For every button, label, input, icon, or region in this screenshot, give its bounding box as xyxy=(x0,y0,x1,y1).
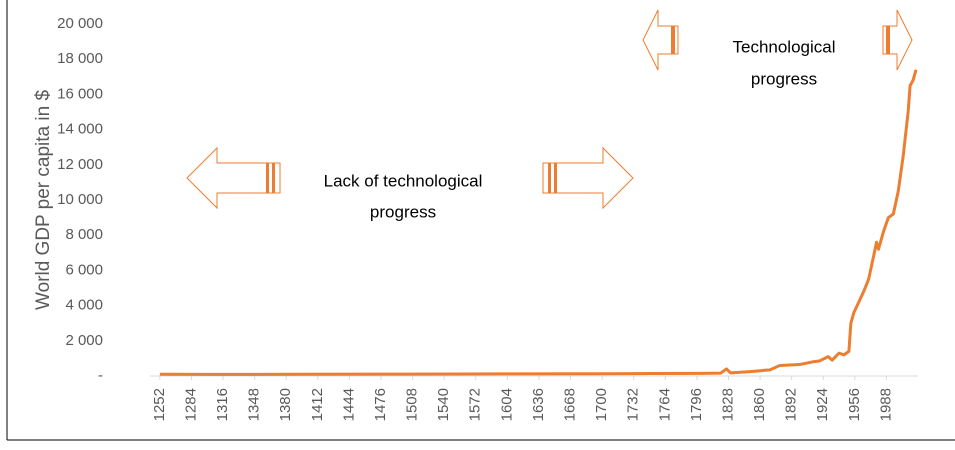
x-tick-label: 1796 xyxy=(688,388,705,421)
x-tick-label: 1956 xyxy=(846,388,863,421)
y-tick-label: 16 000 xyxy=(57,85,103,102)
x-tick-label: 1476 xyxy=(372,388,389,421)
y-tick-label: 10 000 xyxy=(57,191,103,208)
y-tick-label: 8 000 xyxy=(65,226,103,243)
x-tick-label: 1700 xyxy=(593,388,610,421)
x-tick-label: 1988 xyxy=(877,388,894,421)
y-tick-label: 4 000 xyxy=(65,297,103,314)
y-tick-label: 20 000 xyxy=(57,15,103,32)
annotation: Lack of technological xyxy=(324,171,483,190)
data-line xyxy=(159,69,918,376)
y-tick-label: 12 000 xyxy=(57,156,103,173)
x-tick-label: 1572 xyxy=(467,388,484,421)
arrow-left xyxy=(186,146,281,210)
x-tick-label: 1252 xyxy=(151,388,168,421)
x-tick-label: 1732 xyxy=(625,388,642,421)
x-tick-label: 1348 xyxy=(246,388,263,421)
x-tick-label: 1892 xyxy=(783,388,800,421)
arrow-top-left xyxy=(642,9,679,71)
annotation: progress xyxy=(751,69,817,88)
x-tick-label: 1508 xyxy=(404,388,421,421)
x-tick-label: 1860 xyxy=(751,388,768,421)
x-tick-label: 1764 xyxy=(656,388,673,421)
y-axis-label: World GDP per capita in $ xyxy=(33,90,54,310)
y-tick-label: 14 000 xyxy=(57,121,103,138)
x-tick-label: 1668 xyxy=(561,388,578,421)
arrow-right xyxy=(542,146,634,210)
x-tick-label: 1924 xyxy=(814,388,831,421)
x-tick-label: 1636 xyxy=(530,388,547,421)
x-tick-label: 1828 xyxy=(719,388,736,421)
x-tick-label: 1316 xyxy=(214,388,231,421)
arrow-top-right xyxy=(882,9,913,71)
y-tick-label: 18 000 xyxy=(57,50,103,67)
y-tick-label: 2 000 xyxy=(65,332,103,349)
x-tick-label: 1284 xyxy=(182,388,199,421)
x-tick-label: 1412 xyxy=(309,388,326,421)
y-tick-label: - xyxy=(98,367,103,384)
x-tick-label: 1604 xyxy=(498,388,515,421)
x-tick-label: 1380 xyxy=(277,388,294,421)
annotation: Technological xyxy=(732,37,835,56)
x-tick-label: 1540 xyxy=(435,388,452,421)
y-tick-label: 6 000 xyxy=(65,261,103,278)
annotation: progress xyxy=(370,202,436,221)
x-tick-label: 1444 xyxy=(340,388,357,421)
